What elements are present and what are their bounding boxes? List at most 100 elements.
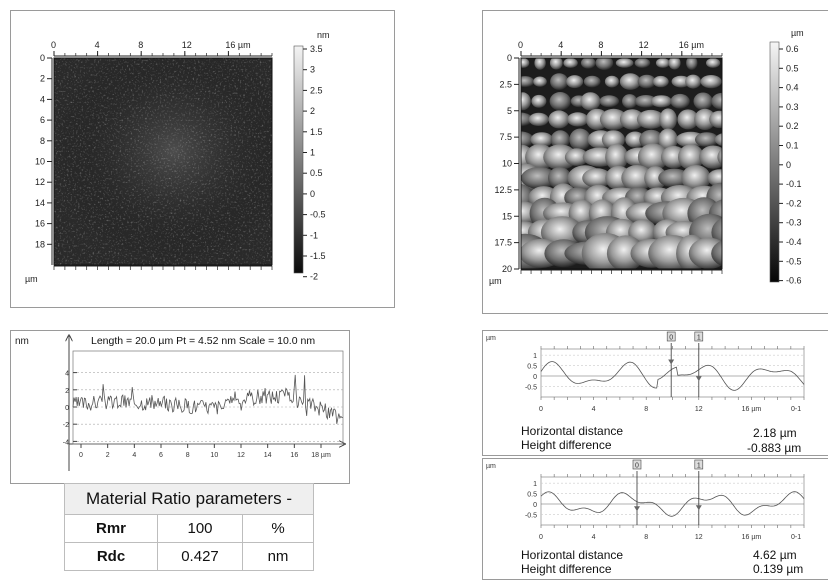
grain — [709, 110, 722, 129]
surface-grains — [521, 58, 769, 269]
x-tick-label: 4 — [132, 452, 136, 459]
grain — [706, 58, 721, 68]
table-row: Rmr 100 % — [64, 514, 314, 543]
grain — [711, 240, 722, 266]
grain — [637, 143, 669, 171]
scale-ticks: 0.6 0.5 0.4 0.3 0.2 0.1 0 -0.1 -0.2 -0.3 -0.4 -0.5 -… — [779, 44, 802, 286]
x-tick-label: 0 — [539, 406, 543, 413]
grain — [688, 237, 722, 269]
scale-tick-label: 3.5 — [310, 44, 323, 54]
y-tick-label: 0 — [65, 405, 69, 412]
grain — [521, 112, 533, 127]
grain — [650, 95, 672, 108]
grain — [637, 74, 656, 89]
scale-tick-label: 3 — [310, 65, 315, 75]
x-tick-label: 0 — [51, 40, 56, 50]
x-tick-label: 8 — [186, 452, 190, 459]
x-tick-label: 0 — [518, 40, 523, 50]
table-row: Rdc 0.427 nm — [64, 542, 314, 571]
x-tick-label: 4 — [95, 40, 100, 50]
profile-line — [72, 374, 344, 424]
grain — [548, 167, 572, 189]
x-axis: 0 2 4 6 8 10 12 14 16 18 µm — [79, 444, 331, 459]
grain — [671, 75, 691, 88]
cursor-marker[interactable] — [666, 331, 676, 342]
grain — [678, 144, 704, 170]
scale-tick-label: 0.2 — [786, 121, 799, 131]
horizontal-distance-value: 4.62 µm — [753, 548, 797, 562]
scale-tick-label: 0 — [786, 160, 791, 170]
y-tick-label: 1 — [533, 481, 537, 488]
scale-tick-label: 1 — [310, 148, 315, 158]
scale-tick-label: -0.5 — [786, 256, 802, 266]
y-tick-label: 0 — [507, 53, 512, 63]
x-tick-label: 6 — [159, 452, 163, 459]
axis-end-label: 0-1 — [791, 406, 801, 413]
param-unit: % — [242, 514, 314, 543]
y-tick-label: 0 — [533, 502, 537, 509]
cursor-marker[interactable] — [694, 331, 704, 342]
grain — [521, 92, 531, 111]
height-color-scale — [769, 41, 780, 283]
grain — [621, 165, 653, 191]
grain — [569, 128, 591, 151]
scale-tick-label: 0.6 — [786, 44, 799, 54]
y-tick-label: 1 — [533, 353, 537, 360]
grain — [732, 200, 760, 227]
y-tick-label: 4 — [65, 371, 69, 378]
y-tick-label: 20 — [502, 264, 512, 274]
profile-line — [540, 491, 805, 517]
y-tick-label: 0.5 — [527, 364, 537, 371]
y-tick-label: 17.5 — [494, 238, 512, 248]
grain — [670, 93, 690, 109]
y-tick-label: 15 — [502, 211, 512, 221]
grain — [582, 168, 612, 188]
height-difference-label: Height difference — [521, 562, 612, 576]
profile-unit: µm — [486, 463, 496, 470]
horizontal-distance-label: Horizontal distance — [521, 548, 624, 562]
cursor-marker[interactable] — [632, 459, 642, 470]
x-tick-label: 0 — [539, 534, 543, 541]
x-axis: 0 4 8 12 16 µm — [51, 40, 273, 270]
height-difference-label: Height difference — [521, 438, 612, 452]
y-tick-label: 0.5 — [527, 492, 537, 499]
grain — [735, 240, 769, 267]
grain — [619, 73, 641, 90]
grain — [550, 130, 570, 149]
scale-tick-label: 0.3 — [786, 102, 799, 112]
scale-tick-label: 0.1 — [786, 141, 799, 151]
x-tick-label: 12 — [639, 40, 649, 50]
scale-tick-label: 0.4 — [786, 83, 799, 93]
y-tick-label: -0.5 — [525, 512, 537, 519]
y-tick-label: 18 — [35, 239, 45, 249]
scale-tick-label: 1.5 — [310, 127, 323, 137]
param-value: 0.427 — [157, 542, 243, 571]
y-axis: 4 2 0 -2 -4 — [63, 371, 77, 446]
grain — [644, 166, 667, 190]
grain — [622, 94, 638, 109]
param-name: Rdc — [64, 542, 158, 571]
material-ratio-title: Material Ratio parameters - — [64, 483, 314, 515]
cursor-marker[interactable] — [694, 459, 704, 470]
profile-line — [540, 361, 805, 391]
scale-tick-label: 2.5 — [310, 85, 323, 95]
y-tick-label: 10 — [35, 157, 45, 167]
y-axis: 0 2.5 5 7.5 10 12.5 15 17.5 20 — [494, 53, 520, 274]
horizontal-distance-label: Horizontal distance — [521, 424, 624, 438]
scale-tick-label: 0.5 — [786, 63, 799, 73]
y-tick-label: -2 — [63, 422, 69, 429]
scale-tick-label: -0.1 — [786, 179, 802, 189]
y-tick-label: 2 — [65, 388, 69, 395]
material-ratio-table: Material Ratio parameters - Rmr 100 % Rd… — [64, 483, 314, 571]
line-profile-panel-left: nm Length = 20.0 µm Pt = 4.52 nm Scale =… — [10, 330, 350, 484]
grain — [521, 131, 534, 148]
y-tick-label: 7.5 — [499, 132, 512, 142]
y-axis-unit: µm — [25, 274, 38, 284]
grain — [694, 108, 716, 130]
x-tick-label: 0 — [79, 452, 83, 459]
